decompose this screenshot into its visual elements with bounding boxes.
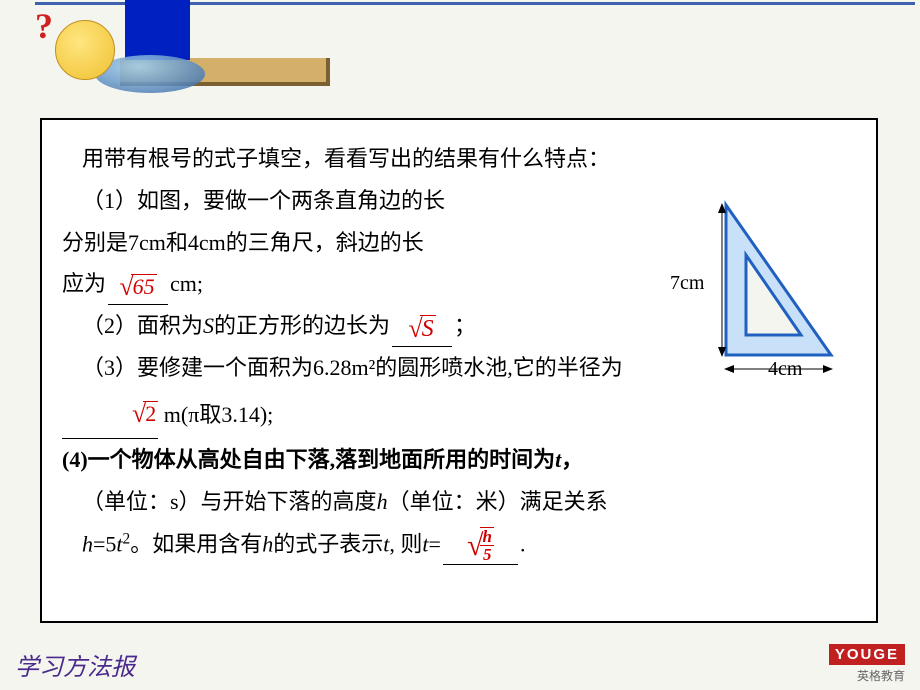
q4-b2-text: （单位：米）满足关系 bbox=[388, 489, 608, 514]
tri-inner bbox=[746, 255, 801, 335]
blank-3-lead bbox=[62, 417, 132, 439]
blue-block bbox=[125, 0, 190, 60]
label-4cm: 4cm bbox=[768, 358, 802, 381]
q4-line-a: (4)一个物体从高处自由下落,落到地面所用的时间为t， bbox=[62, 439, 856, 481]
q3-b-text: m(π取3.14); bbox=[158, 402, 273, 427]
youge-en: YOUGE bbox=[829, 644, 905, 665]
q4-mid: 。如果用含有 bbox=[130, 531, 262, 556]
q1-pre: 应为 bbox=[62, 271, 106, 296]
q3-line-b: √2 m(π取3.14); bbox=[62, 389, 856, 439]
q2-post: ； bbox=[454, 313, 476, 338]
blank-2: √S bbox=[392, 312, 452, 347]
answer-1: √65 bbox=[119, 270, 156, 304]
var-h-2: h bbox=[82, 531, 93, 556]
q4-eq: =5 bbox=[93, 531, 116, 556]
var-h-3: h bbox=[262, 531, 273, 556]
q4-line-c: h=5t2。如果用含有h的式子表示t, 则t=√h5. bbox=[82, 523, 856, 565]
var-h: h bbox=[377, 489, 388, 514]
blank-4: √h5 bbox=[443, 523, 518, 565]
question-mark-icon: ? bbox=[35, 5, 53, 47]
q4-then: , 则 bbox=[389, 531, 422, 556]
q4-end: . bbox=[520, 531, 526, 556]
answer-4: √h5 bbox=[467, 523, 494, 564]
thinking-emoji bbox=[55, 20, 115, 80]
q2-pre: （2）面积为 bbox=[82, 313, 203, 338]
triangle-figure: 7cm 4cm bbox=[666, 195, 846, 380]
q4-b-text: （单位：s）与开始下落的高度 bbox=[82, 489, 377, 514]
q4-mid2: 的式子表示 bbox=[273, 531, 383, 556]
arrow-h-left bbox=[724, 365, 734, 373]
q2-mid: 的正方形的边长为 bbox=[214, 313, 390, 338]
arrow-h-right bbox=[823, 365, 833, 373]
youge-cn: 英格教育 bbox=[829, 667, 905, 684]
blank-1: √65 bbox=[108, 270, 168, 305]
q4-line-b: （单位：s）与开始下落的高度h（单位：米）满足关系 bbox=[82, 481, 856, 523]
intro-text: 用带有根号的式子填空，看看写出的结果有什么特点： bbox=[82, 138, 856, 180]
answer-2: √S bbox=[408, 312, 435, 346]
q1-post: cm; bbox=[170, 271, 203, 296]
header-decoration: ? bbox=[0, 0, 920, 100]
content-box: 用带有根号的式子填空，看看写出的结果有什么特点： （1）如图，要做一个两条直角边… bbox=[40, 118, 878, 623]
footer-left-logo: 学习方法报 bbox=[15, 647, 135, 682]
answer-3: √2 bbox=[132, 389, 158, 439]
label-7cm: 7cm bbox=[670, 272, 704, 295]
q4-a2-text: ， bbox=[561, 447, 583, 472]
q4-a-text: (4)一个物体从高处自由下落,落到地面所用的时间为 bbox=[62, 447, 555, 472]
footer-right-logo: YOUGE 英格教育 bbox=[829, 644, 905, 684]
var-S: S bbox=[203, 313, 214, 338]
q4-eq2: = bbox=[429, 531, 441, 556]
